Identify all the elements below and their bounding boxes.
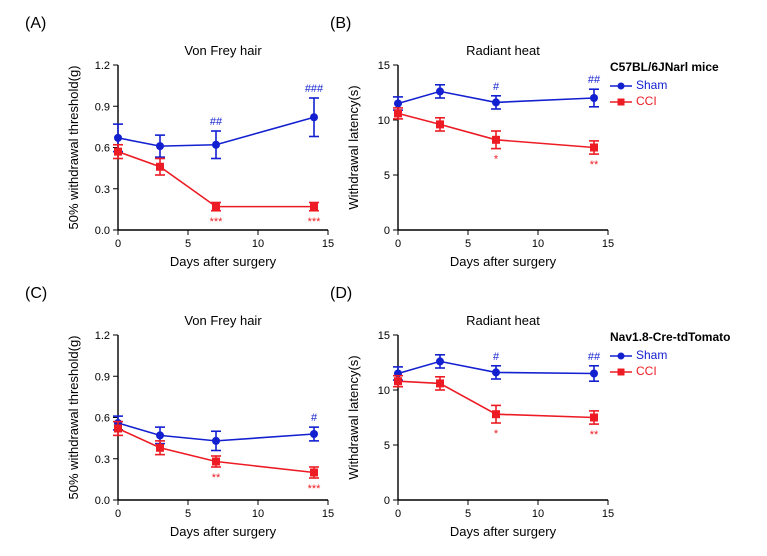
svg-text:**: **: [212, 472, 221, 484]
svg-text:###: ###: [305, 83, 324, 95]
svg-text:0: 0: [115, 508, 121, 520]
svg-text:##: ##: [210, 116, 223, 128]
legend-item: CCI: [610, 364, 730, 378]
svg-text:Days after surgery: Days after surgery: [450, 254, 557, 269]
svg-text:10: 10: [532, 238, 544, 250]
legend-bottom: Nav1.8-Cre-tdTomato Sham CCI: [610, 330, 730, 380]
legend-top: C57BL/6JNarl mice Sham CCI: [610, 60, 719, 110]
legend-swatch: [610, 366, 632, 376]
svg-text:15: 15: [602, 238, 614, 250]
svg-text:0: 0: [395, 508, 401, 520]
svg-text:***: ***: [308, 483, 322, 495]
svg-text:Days after surgery: Days after surgery: [170, 254, 277, 269]
svg-text:10: 10: [252, 238, 264, 250]
svg-text:0: 0: [115, 238, 121, 250]
chart-d: Radiant heat 0 5 10 15 0 5 10 15 Days after surge…: [340, 300, 620, 540]
svg-text:0.9: 0.9: [95, 101, 110, 113]
svg-text:*: *: [494, 154, 499, 166]
legend-item: Sham: [610, 78, 719, 92]
svg-text:5: 5: [384, 170, 390, 182]
svg-text:Von Frey hair: Von Frey hair: [184, 313, 262, 328]
svg-text:5: 5: [185, 508, 191, 520]
legend-swatch: [610, 350, 632, 360]
svg-text:***: ***: [308, 216, 322, 228]
svg-text:1.2: 1.2: [95, 60, 110, 72]
svg-text:Withdrawal latency(s): Withdrawal latency(s): [346, 85, 361, 209]
svg-text:5: 5: [185, 238, 191, 250]
chart-a: Von Frey hair 0 5 10 15 0.0 0.3 0.6 0.9 1.2 Days a…: [60, 30, 340, 270]
svg-text:0: 0: [395, 238, 401, 250]
svg-text:0.0: 0.0: [95, 495, 110, 507]
legend-label: CCI: [636, 364, 657, 378]
svg-text:Radiant heat: Radiant heat: [466, 43, 540, 58]
svg-text:5: 5: [384, 440, 390, 452]
panel-label-a: (A): [25, 15, 46, 33]
svg-text:1.2: 1.2: [95, 330, 110, 342]
svg-text:50% withdrawal threshold(g): 50% withdrawal threshold(g): [66, 65, 81, 229]
svg-text:0.6: 0.6: [95, 143, 110, 155]
svg-text:0.3: 0.3: [95, 454, 110, 466]
svg-text:Days after surgery: Days after surgery: [450, 524, 557, 539]
svg-text:0: 0: [384, 495, 390, 507]
svg-text:5: 5: [465, 508, 471, 520]
svg-text:Days after surgery: Days after surgery: [170, 524, 277, 539]
svg-text:#: #: [493, 351, 500, 363]
legend-item: CCI: [610, 94, 719, 108]
svg-text:**: **: [590, 159, 599, 171]
svg-text:Von Frey hair: Von Frey hair: [184, 43, 262, 58]
svg-text:15: 15: [602, 508, 614, 520]
svg-text:##: ##: [588, 351, 601, 363]
svg-text:***: ***: [210, 216, 224, 228]
svg-text:50% withdrawal threshold(g): 50% withdrawal threshold(g): [66, 335, 81, 499]
svg-text:15: 15: [378, 330, 390, 342]
svg-text:0: 0: [384, 225, 390, 237]
svg-text:10: 10: [532, 508, 544, 520]
chart-b: Radiant heat 0 5 10 15 0 5 10 15 Days after surge…: [340, 30, 620, 270]
legend-label: CCI: [636, 94, 657, 108]
svg-text:15: 15: [322, 508, 334, 520]
svg-text:10: 10: [378, 385, 390, 397]
svg-text:0.9: 0.9: [95, 371, 110, 383]
legend-label: Sham: [636, 78, 667, 92]
svg-text:10: 10: [252, 508, 264, 520]
svg-text:**: **: [590, 429, 599, 441]
svg-text:##: ##: [588, 74, 601, 86]
panel-label-c: (C): [25, 285, 47, 303]
svg-text:Withdrawal latency(s): Withdrawal latency(s): [346, 355, 361, 479]
legend-top-title: C57BL/6JNarl mice: [610, 60, 719, 74]
svg-text:15: 15: [378, 60, 390, 72]
svg-text:5: 5: [465, 238, 471, 250]
svg-text:0.6: 0.6: [95, 413, 110, 425]
legend-swatch: [610, 96, 632, 106]
legend-swatch: [610, 80, 632, 90]
legend-bottom-title: Nav1.8-Cre-tdTomato: [610, 330, 730, 344]
svg-text:*: *: [494, 428, 499, 440]
svg-text:Radiant heat: Radiant heat: [466, 313, 540, 328]
svg-text:#: #: [311, 412, 318, 424]
svg-text:0.0: 0.0: [95, 225, 110, 237]
legend-item: Sham: [610, 348, 730, 362]
svg-text:0.3: 0.3: [95, 184, 110, 196]
legend-label: Sham: [636, 348, 667, 362]
svg-text:10: 10: [378, 115, 390, 127]
svg-text:15: 15: [322, 238, 334, 250]
chart-c: Von Frey hair 0 5 10 15 0.0 0.3 0.6 0.9 1.2 Days a…: [60, 300, 340, 540]
svg-text:#: #: [493, 81, 500, 93]
